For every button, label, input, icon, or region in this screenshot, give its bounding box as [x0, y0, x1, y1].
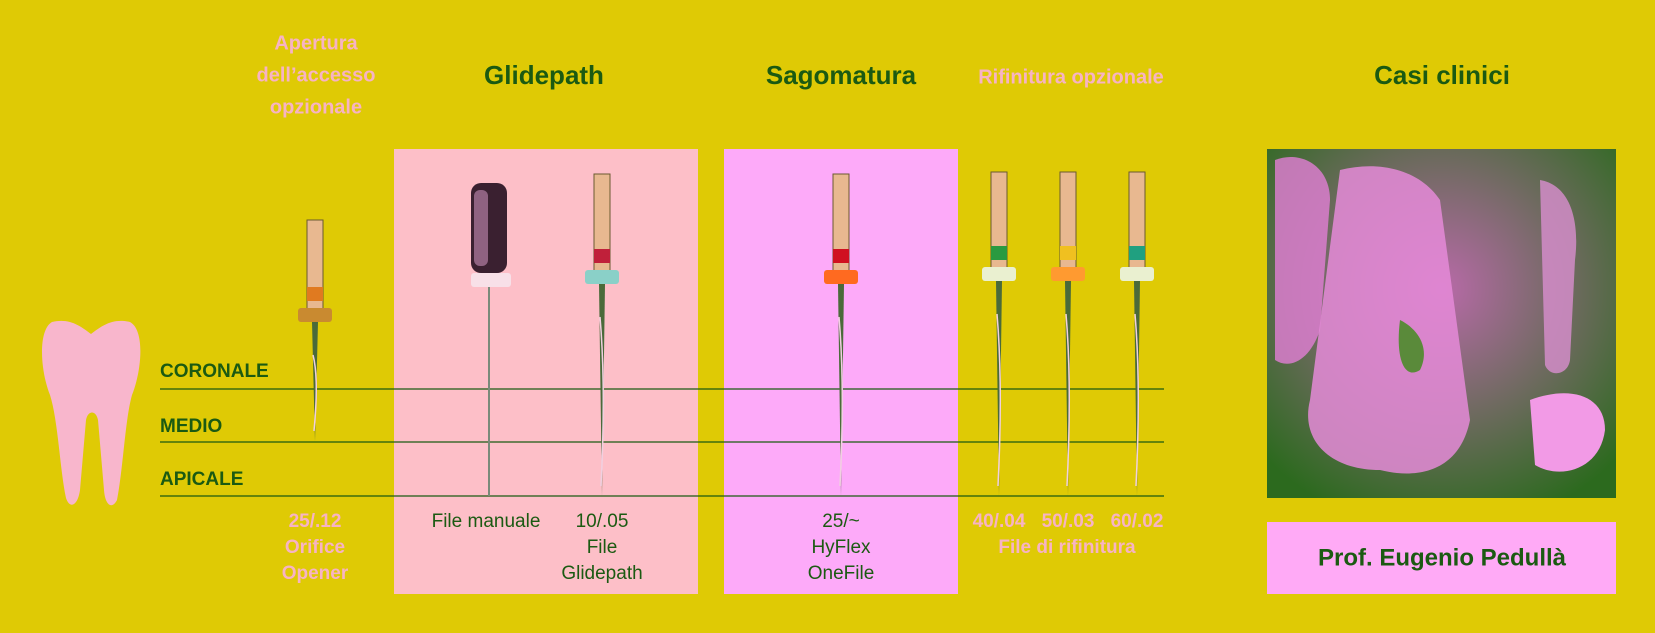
column-header: Casi clinici — [1374, 60, 1510, 90]
column-header: Apertura — [274, 32, 358, 54]
instrument-part — [1065, 313, 1071, 487]
instrument-part — [474, 190, 488, 266]
file-label: 10/.05 — [576, 511, 629, 532]
column-header: opzionale — [270, 96, 362, 118]
file-label: 25/~ — [822, 511, 860, 532]
instrument-part — [312, 354, 318, 432]
level-label: MEDIO — [160, 416, 222, 437]
instrument-part — [1134, 281, 1140, 496]
column-header: Rifinitura opzionale — [978, 66, 1164, 88]
file-label: Glidepath — [561, 563, 642, 584]
file-label: File — [587, 537, 618, 558]
file-label: 50/.03 — [1042, 511, 1095, 532]
instrument-part — [838, 316, 844, 487]
instrument-part — [1129, 246, 1145, 260]
instrument-part — [298, 308, 332, 322]
instrument-part — [312, 322, 318, 441]
instrument-part — [833, 249, 849, 263]
instruments — [298, 171, 1154, 496]
instrument-part — [824, 270, 858, 284]
glidepath-panel — [394, 149, 698, 594]
instrument-part — [996, 313, 1002, 487]
instrument-part — [1120, 267, 1154, 281]
file-label: 40/.04 — [973, 511, 1026, 532]
instrument-part — [585, 270, 619, 284]
xray-image — [1267, 149, 1616, 498]
file-label: File di rifinitura — [998, 537, 1136, 558]
author-name: Prof. Eugenio Pedullà — [1318, 544, 1567, 571]
instrument-part — [1065, 281, 1071, 496]
instrument-part — [1051, 267, 1085, 281]
instrument-part — [982, 267, 1016, 281]
instrument-part — [471, 273, 511, 287]
column-header: dell’accesso — [257, 64, 376, 86]
file-label: File manuale — [432, 511, 541, 532]
instrument-part — [996, 281, 1002, 496]
file-label: HyFlex — [811, 537, 871, 558]
instrument-part — [599, 316, 605, 487]
file-label: OneFile — [808, 563, 875, 584]
column-header: Sagomatura — [766, 60, 917, 90]
instrument-part — [307, 287, 323, 301]
level-label: CORONALE — [160, 361, 269, 382]
level-label: APICALE — [160, 469, 243, 490]
instrument-part — [838, 284, 844, 496]
instrument-part — [1134, 313, 1140, 487]
instrument-part — [594, 249, 610, 263]
file-label: 60/.02 — [1111, 511, 1164, 532]
column-header: Glidepath — [484, 60, 604, 90]
file-label: Opener — [282, 563, 349, 584]
tooth-icon — [42, 320, 141, 506]
author-box — [1267, 522, 1616, 594]
instrument-part — [1060, 246, 1076, 260]
file-label: 25/.12 — [289, 511, 342, 532]
file-label: Orifice — [285, 537, 345, 558]
instrument-part — [599, 284, 605, 496]
instrument-part — [991, 246, 1007, 260]
